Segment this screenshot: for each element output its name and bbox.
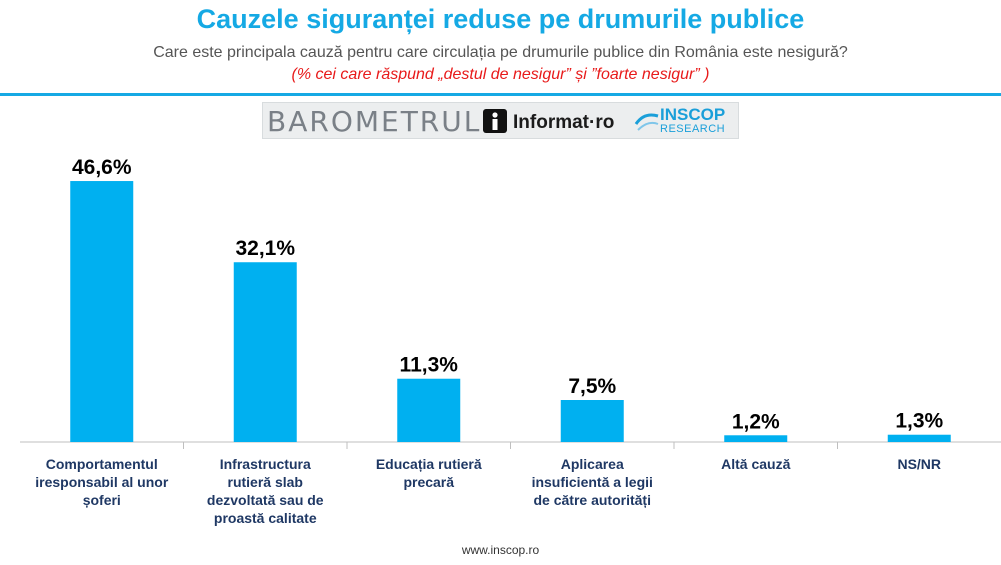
bar	[70, 181, 134, 443]
bar	[560, 400, 624, 442]
informat-wordmark: Informat·ro	[513, 112, 615, 133]
data-label: 1,3%	[895, 410, 943, 433]
category-label-line: precară	[403, 474, 454, 490]
category-label: Educația rutieră precară	[376, 456, 482, 490]
respondent-note: (% cei care răspund „destul de nesigur” …	[291, 66, 710, 83]
category-label-line: Educația rutieră	[376, 456, 482, 472]
page-title: Cauzele siguranței reduse pe drumurile p…	[196, 4, 805, 34]
category-label-line: Infrastructura	[220, 456, 311, 472]
barometer-logo-banner: BAROMETRUL Informat·ro INSCOP RESEARCH	[262, 102, 739, 139]
category-label-line: iresponsabil al unor	[35, 474, 169, 490]
category-label-line: proastă calitate	[214, 510, 317, 526]
header-divider	[0, 93, 1001, 96]
data-label: 1,2%	[732, 410, 780, 433]
footer-url[interactable]: www.inscop.ro	[461, 543, 540, 557]
survey-question: Care este principala cauză pentru care c…	[153, 44, 848, 61]
research-wordmark: RESEARCH	[660, 123, 726, 135]
category-label: NS/NR	[897, 456, 941, 472]
bar	[724, 435, 788, 442]
bar	[887, 434, 951, 442]
category-label: Altă cauză	[721, 456, 790, 472]
bar	[233, 262, 297, 442]
category-label-line: dezvoltată sau de	[207, 492, 324, 508]
bar	[397, 378, 461, 442]
category-label-line: Altă cauză	[721, 456, 790, 472]
category-label: Comportamentul iresponsabil al unor șoferi	[35, 456, 169, 508]
data-label: 46,6%	[72, 156, 132, 179]
barometrul-wordmark: BAROMETRUL	[267, 105, 482, 138]
category-label: Aplicarea insuficientă a legii de către au…	[532, 456, 653, 508]
category-label: Infrastructura rutieră slab dezvoltată sau…	[207, 456, 324, 526]
category-label-line: NS/NR	[897, 456, 941, 472]
category-label-line: insuficientă a legii	[532, 474, 653, 490]
data-label: 7,5%	[568, 375, 616, 398]
info-icon	[483, 109, 507, 133]
category-label-line: de către autorități	[534, 492, 651, 508]
inscop-wordmark: INSCOP	[660, 105, 726, 124]
category-label-line: rutieră slab	[228, 474, 303, 490]
inscop-swoosh-icon	[634, 113, 659, 131]
category-label-line: Comportamentul	[46, 456, 158, 472]
data-label: 11,3%	[400, 354, 459, 377]
category-label-line: șoferi	[83, 492, 121, 508]
category-label-line: Aplicarea	[561, 456, 624, 472]
data-label: 32,1%	[235, 237, 295, 260]
